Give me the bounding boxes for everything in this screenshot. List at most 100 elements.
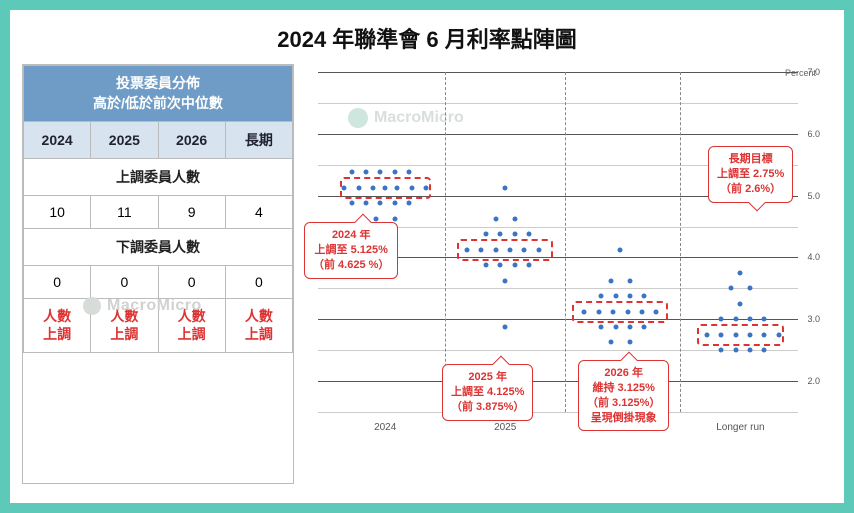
dot: [407, 170, 412, 175]
dot: [364, 170, 369, 175]
table-header: 投票委員分佈 高於/低於前次中位數: [24, 66, 293, 122]
up-3: 4: [225, 196, 292, 229]
dot: [642, 294, 647, 299]
dot: [748, 348, 753, 353]
dot: [728, 286, 733, 291]
dot: [762, 317, 767, 322]
chart-watermark-logo-icon: [348, 108, 368, 128]
gridline: [318, 350, 798, 351]
dot: [762, 348, 767, 353]
gridline: [318, 381, 798, 382]
gridline: [318, 134, 798, 135]
dot: [512, 232, 517, 237]
dot: [373, 216, 378, 221]
column-separator: [445, 72, 446, 412]
dot: [392, 170, 397, 175]
dn-2: 0: [158, 266, 225, 299]
callout-2024: 2024 年 上調至 5.125% （前 4.625 %）: [304, 222, 398, 279]
ytick: 5.0: [807, 191, 820, 201]
up-1: 11: [91, 196, 158, 229]
dn-3: 0: [225, 266, 292, 299]
median-box: [697, 324, 783, 346]
dot: [613, 294, 618, 299]
col-2025: 2025: [91, 122, 158, 159]
gridline: [318, 319, 798, 320]
dot: [503, 185, 508, 190]
dot: [498, 263, 503, 268]
dn-1: 0: [91, 266, 158, 299]
ytick: 2.0: [807, 376, 820, 386]
ytick: 3.0: [807, 314, 820, 324]
gridline: [318, 288, 798, 289]
column-separator: [565, 72, 566, 412]
dot: [392, 216, 397, 221]
callout-2025: 2025 年 上調至 4.125% （前 3.875%）: [442, 364, 533, 421]
dot: [512, 216, 517, 221]
dot: [407, 201, 412, 206]
dot: [642, 325, 647, 330]
col-2026: 2026: [158, 122, 225, 159]
dot: [628, 340, 633, 345]
median-box: [457, 239, 553, 261]
dot: [527, 263, 532, 268]
page-title: 2024 年聯準會 6 月利率點陣圖: [10, 10, 844, 64]
median-box: [340, 177, 431, 199]
foot-3: 人數 上調: [225, 299, 292, 352]
dot: [628, 278, 633, 283]
dot: [484, 232, 489, 237]
dot: [618, 247, 623, 252]
vote-table: 投票委員分佈 高於/低於前次中位數 2024 2025 2026 長期 上調委員…: [22, 64, 294, 484]
dot: [378, 170, 383, 175]
chart-watermark: MacroMicro: [348, 108, 464, 128]
xlabel: Longer run: [716, 422, 764, 433]
foot-1: 人數 上調: [91, 299, 158, 352]
dot: [527, 232, 532, 237]
up-2: 9: [158, 196, 225, 229]
xlabel: 2025: [494, 422, 516, 433]
dot: [493, 216, 498, 221]
col-long: 長期: [225, 122, 292, 159]
dot: [613, 325, 618, 330]
dot: [628, 325, 633, 330]
foot-0: 人數 上調: [24, 299, 91, 352]
callout-2026: 2026 年 維持 3.125% （前 3.125%） 呈現倒掛現象: [578, 360, 669, 431]
dot: [498, 232, 503, 237]
dot: [608, 278, 613, 283]
dot: [503, 325, 508, 330]
dot: [733, 348, 738, 353]
dot: [599, 294, 604, 299]
dot: [738, 270, 743, 275]
gridline: [318, 72, 798, 73]
dot: [733, 317, 738, 322]
col-2024: 2024: [24, 122, 91, 159]
dot: [349, 201, 354, 206]
dot: [349, 170, 354, 175]
foot-2: 人數 上調: [158, 299, 225, 352]
dot: [364, 201, 369, 206]
callout-long: 長期目標 上調至 2.75% （前 2.6%）: [708, 146, 793, 203]
ytick: 6.0: [807, 129, 820, 139]
section-down: 下調委員人數: [24, 229, 293, 266]
xlabel: 2024: [374, 422, 396, 433]
gridline: [318, 412, 798, 413]
section-up: 上調委員人數: [24, 159, 293, 196]
ytick: 7.0: [807, 67, 820, 77]
dot: [719, 348, 724, 353]
dot: [484, 263, 489, 268]
median-box: [572, 301, 668, 323]
dot: [503, 278, 508, 283]
card: 2024 年聯準會 6 月利率點陣圖 投票委員分佈 高於/低於前次中位數 202…: [10, 10, 844, 503]
dot: [748, 286, 753, 291]
dot: [378, 201, 383, 206]
dot: [512, 263, 517, 268]
dot: [392, 201, 397, 206]
dn-0: 0: [24, 266, 91, 299]
dot: [608, 340, 613, 345]
dot: [599, 325, 604, 330]
dot: [748, 317, 753, 322]
dot: [719, 317, 724, 322]
dot-plot-chart: Percent MacroMicro 2.03.04.05.06.07.0202…: [306, 64, 832, 484]
content: 投票委員分佈 高於/低於前次中位數 2024 2025 2026 長期 上調委員…: [10, 64, 844, 484]
dot: [738, 301, 743, 306]
ytick: 4.0: [807, 252, 820, 262]
